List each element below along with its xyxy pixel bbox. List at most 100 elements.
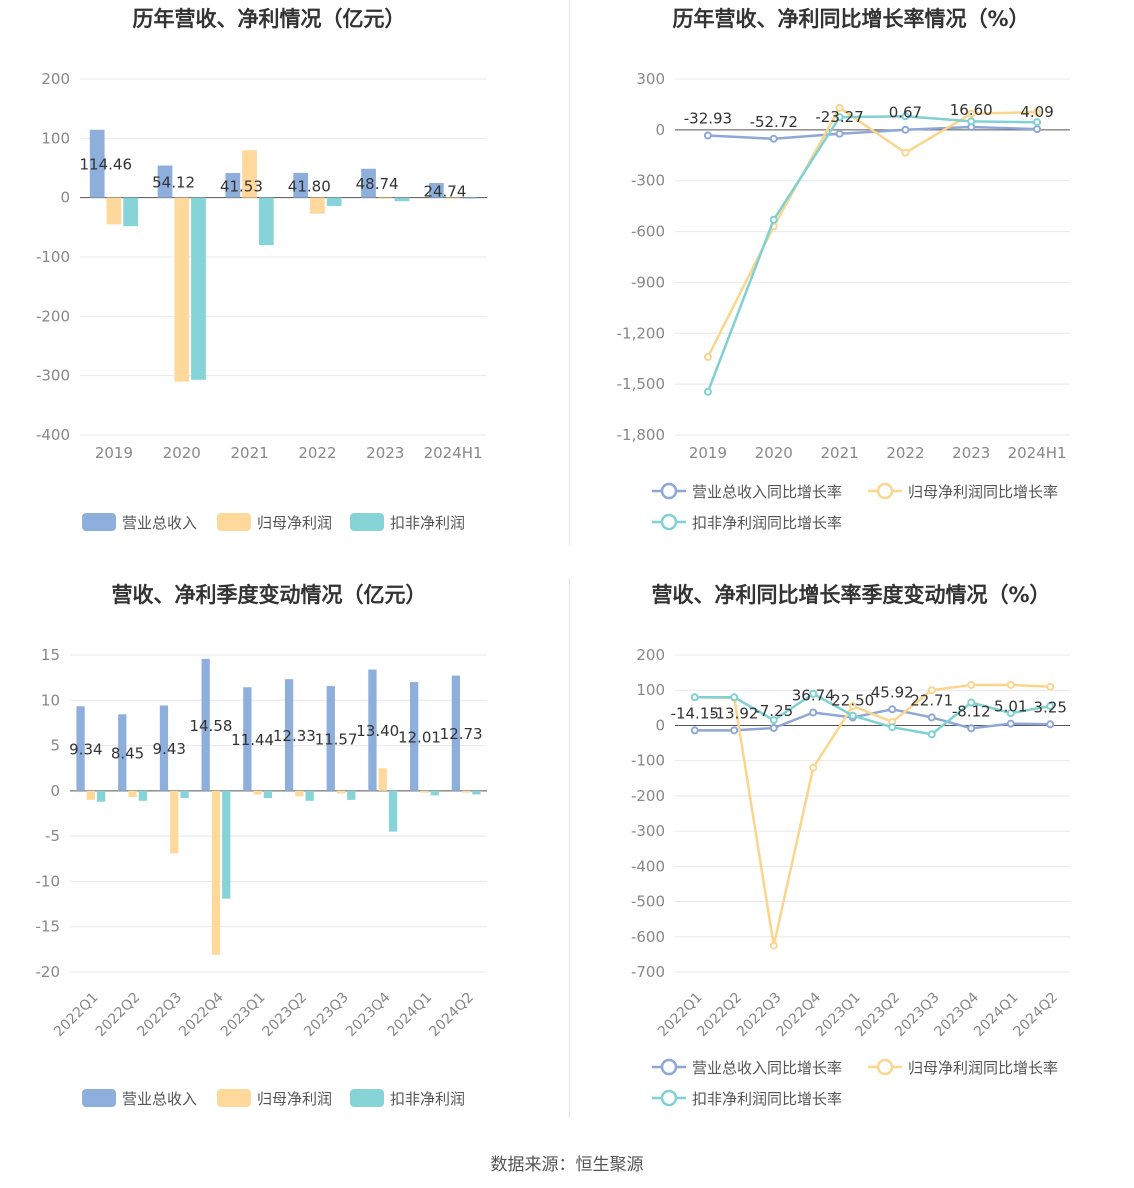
y-tick-label: -10 — [36, 872, 61, 890]
bar — [159, 705, 169, 791]
x-tick-label: 2024H1 — [1008, 444, 1067, 462]
data-label: 45.92 — [871, 683, 914, 701]
bar — [326, 197, 342, 206]
bar — [157, 165, 173, 198]
line-point — [967, 109, 976, 118]
data-label: 5.01 — [994, 698, 1027, 716]
chart-title: 营收、净利季度变动情况（亿元） — [112, 583, 427, 607]
data-label: 114.46 — [80, 156, 133, 174]
data-label: 12.33 — [273, 727, 316, 745]
quarterly-growth-svg: 营收、净利同比增长率季度变动情况（%） 200 100 0 -100 -200 -300 -4… — [631, 583, 1070, 1108]
line-point — [835, 129, 844, 138]
x-tick-label: 2020 — [163, 444, 201, 462]
x-tick-label: 2022 — [886, 444, 924, 462]
y-tick-label: 0 — [655, 716, 665, 734]
y-tick-label: -600 — [631, 928, 665, 946]
bar — [347, 790, 356, 800]
line-point — [809, 763, 818, 772]
data-source-label: 数据来源：恒生聚源 — [490, 1155, 644, 1175]
bar — [394, 197, 410, 202]
legend-marker — [876, 482, 894, 500]
x-tick-label: 2022Q3 — [134, 990, 185, 1041]
bar — [410, 682, 419, 791]
legend-swatch — [82, 513, 116, 531]
data-label: 24.74 — [423, 182, 466, 200]
line-point — [769, 941, 778, 950]
line-point — [690, 726, 699, 735]
y-tick-label: -1,800 — [617, 426, 665, 444]
x-tick-label: 2020 — [755, 444, 793, 462]
bar — [430, 790, 439, 796]
chart-title: 历年营收、净利同比增长率情况（%） — [672, 7, 1029, 31]
bar — [106, 197, 122, 225]
bar — [258, 197, 274, 246]
y-tick-label: 10 — [41, 691, 60, 709]
line-point — [1006, 680, 1015, 689]
chart-title: 营收、净利同比增长率季度变动情况（%） — [651, 583, 1050, 607]
data-label: 12.73 — [440, 725, 483, 743]
line-point — [730, 726, 739, 735]
bar — [462, 197, 478, 199]
line-point — [927, 713, 936, 722]
bar — [336, 790, 346, 794]
bar — [428, 182, 444, 198]
legend-label: 营业总收入同比增长率 — [692, 483, 842, 501]
line-point — [769, 716, 778, 725]
line-point — [901, 112, 910, 121]
bar — [377, 197, 393, 199]
x-tick-label: 2022Q1 — [51, 990, 102, 1041]
series-line — [706, 106, 1038, 358]
line-point — [769, 134, 778, 143]
bar — [174, 197, 190, 382]
bar — [305, 790, 314, 801]
bar — [293, 172, 309, 198]
line-point — [927, 686, 936, 695]
panel-divider-top — [569, 0, 570, 545]
data-label: 9.34 — [69, 741, 102, 759]
line-point — [1046, 682, 1055, 691]
bar — [420, 790, 429, 793]
line-point — [1033, 118, 1042, 127]
x-tick-label: 2019 — [689, 444, 727, 462]
x-tick-label: 2024Q1 — [385, 990, 436, 1041]
annual-amount-svg: 历年营收、净利情况（亿元） 200 100 0 -100 -200 -300 -400 2019… — [36, 7, 487, 532]
quarterly-amount-svg: 营收、净利季度变动情况（亿元）151050-5-10-15-202022Q120… — [36, 583, 487, 1108]
legend-marker — [876, 1058, 894, 1076]
x-tick-label: 2021 — [230, 444, 268, 462]
legend-label: 扣非净利润同比增长率 — [692, 1090, 842, 1108]
bar — [243, 687, 252, 791]
line-point — [1033, 125, 1042, 134]
bar — [295, 790, 304, 797]
data-label: 8.45 — [111, 745, 144, 763]
line-point — [809, 689, 818, 698]
bar — [242, 150, 257, 198]
legend-label: 营业总收入同比增长率 — [692, 1059, 842, 1077]
data-label: 14.58 — [189, 717, 232, 735]
bar — [191, 197, 206, 380]
y-tick-label: 5 — [50, 737, 60, 755]
line-point — [848, 702, 857, 711]
data-label: -7.25 — [754, 702, 793, 720]
y-tick-label: -1,500 — [617, 375, 665, 393]
x-tick-label: 2023 — [952, 444, 990, 462]
y-tick-label: -400 — [36, 426, 70, 444]
data-label: 22.50 — [831, 692, 874, 710]
bar — [211, 790, 221, 955]
data-label: 41.53 — [220, 177, 263, 195]
y-tick-label: 0 — [60, 189, 70, 207]
x-tick-label: 2024H1 — [424, 444, 483, 462]
data-label: 0.67 — [889, 104, 922, 122]
bar — [128, 790, 137, 798]
bar — [86, 790, 95, 800]
legend-swatch — [82, 1089, 116, 1107]
y-tick-label: -700 — [631, 963, 665, 981]
line-point — [901, 148, 910, 157]
bar — [253, 790, 262, 795]
line-point — [835, 113, 844, 122]
x-tick-label: 2022 — [298, 444, 336, 462]
bar — [462, 790, 471, 793]
data-label: 54.12 — [152, 174, 195, 192]
y-tick-label: -200 — [631, 787, 665, 805]
line-point — [769, 215, 778, 224]
legend-label: 扣非净利润 — [390, 1090, 465, 1108]
